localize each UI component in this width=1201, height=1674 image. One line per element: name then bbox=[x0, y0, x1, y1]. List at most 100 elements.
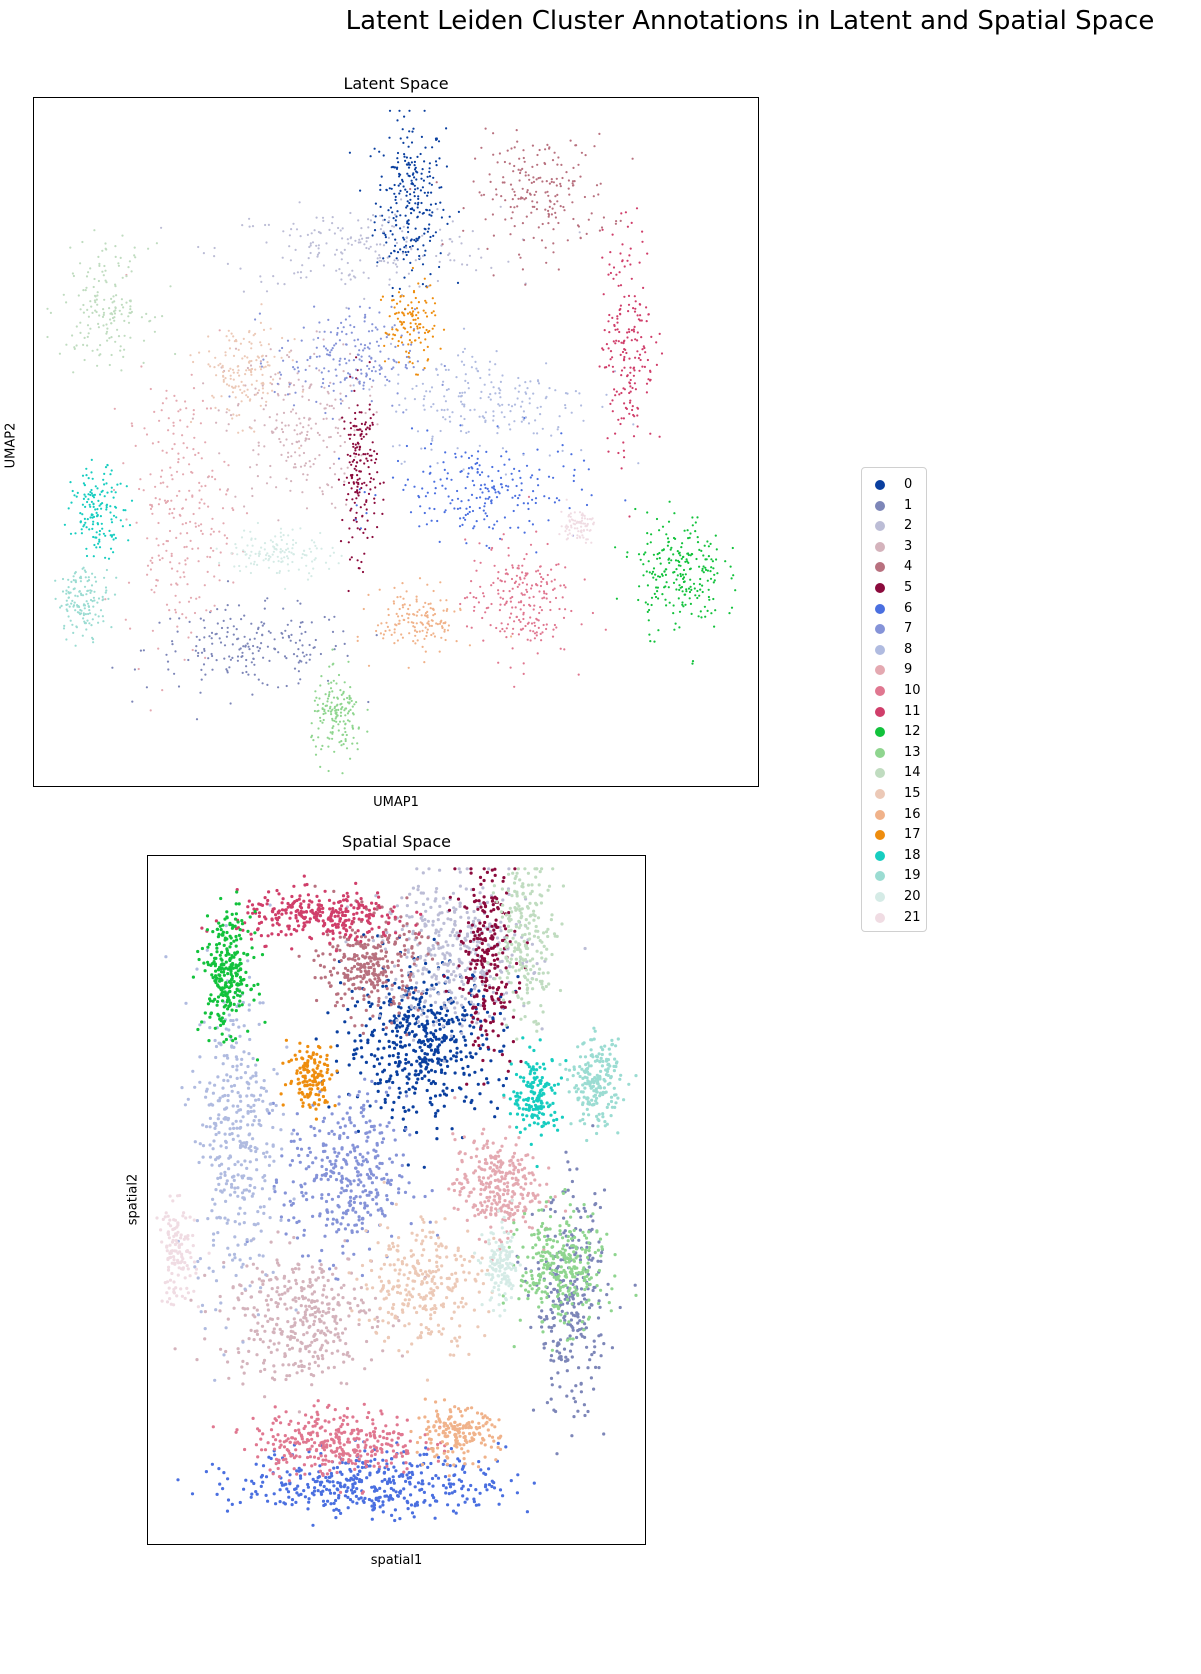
data-point bbox=[570, 526, 573, 529]
data-point bbox=[373, 1082, 377, 1086]
data-point bbox=[396, 317, 399, 320]
data-point bbox=[398, 1091, 402, 1095]
data-point bbox=[402, 597, 405, 600]
data-point bbox=[114, 491, 117, 494]
data-point bbox=[462, 1035, 466, 1039]
data-point bbox=[104, 242, 107, 245]
data-point bbox=[227, 329, 230, 332]
data-point bbox=[408, 285, 411, 288]
data-point bbox=[386, 378, 389, 381]
data-point bbox=[524, 381, 527, 384]
data-point bbox=[592, 1387, 596, 1391]
data-point bbox=[305, 507, 309, 510]
data-point bbox=[549, 600, 552, 604]
data-point bbox=[348, 315, 351, 318]
data-point bbox=[449, 502, 452, 505]
data-point bbox=[357, 241, 360, 244]
data-point bbox=[585, 538, 588, 541]
data-point bbox=[410, 179, 413, 182]
data-point bbox=[361, 570, 365, 574]
data-point bbox=[340, 740, 343, 743]
data-point bbox=[563, 1297, 567, 1301]
data-point bbox=[601, 256, 604, 259]
data-point bbox=[98, 540, 101, 543]
data-point bbox=[401, 178, 404, 181]
data-point bbox=[344, 723, 347, 726]
data-point bbox=[439, 599, 442, 602]
data-point bbox=[550, 1311, 555, 1315]
data-point bbox=[399, 173, 402, 176]
data-point bbox=[395, 1034, 399, 1038]
data-point bbox=[632, 328, 635, 331]
data-point bbox=[424, 249, 427, 252]
data-point bbox=[497, 589, 500, 592]
data-point bbox=[642, 286, 645, 289]
data-point bbox=[536, 201, 539, 204]
data-point bbox=[286, 563, 289, 566]
data-point bbox=[183, 546, 186, 549]
data-point bbox=[530, 211, 533, 214]
data-point bbox=[485, 544, 488, 547]
data-point bbox=[433, 1114, 437, 1118]
data-point bbox=[382, 637, 385, 640]
data-point bbox=[340, 554, 343, 558]
data-point bbox=[239, 342, 242, 345]
data-point bbox=[710, 612, 713, 615]
data-point bbox=[303, 655, 306, 658]
data-point bbox=[618, 271, 621, 274]
data-point bbox=[363, 381, 366, 384]
data-point bbox=[172, 432, 175, 435]
data-point bbox=[628, 254, 631, 257]
data-point bbox=[416, 1015, 420, 1019]
spatial-scatter-points bbox=[155, 867, 638, 1527]
data-point bbox=[276, 413, 279, 416]
data-point bbox=[405, 1026, 409, 1030]
data-point bbox=[174, 608, 177, 611]
data-point bbox=[646, 252, 649, 255]
data-point bbox=[79, 511, 82, 515]
data-point bbox=[384, 375, 387, 378]
data-point bbox=[392, 602, 396, 605]
data-point bbox=[231, 507, 234, 510]
data-point bbox=[165, 653, 168, 656]
data-point bbox=[614, 432, 617, 435]
data-point bbox=[393, 306, 396, 309]
data-point bbox=[426, 429, 429, 432]
data-point bbox=[681, 573, 685, 576]
data-point bbox=[171, 643, 174, 646]
data-point bbox=[703, 605, 707, 608]
data-point bbox=[637, 357, 641, 360]
data-point bbox=[510, 612, 513, 615]
data-point bbox=[463, 417, 466, 421]
data-point bbox=[359, 241, 362, 244]
data-point bbox=[535, 190, 538, 193]
data-point bbox=[503, 580, 507, 583]
data-point bbox=[110, 353, 113, 357]
data-point bbox=[520, 482, 523, 485]
data-point bbox=[324, 693, 327, 696]
data-point bbox=[478, 191, 481, 194]
data-point bbox=[316, 255, 319, 258]
data-point bbox=[485, 607, 488, 610]
data-point bbox=[546, 1234, 550, 1238]
data-point bbox=[474, 360, 477, 363]
data-point bbox=[677, 564, 681, 567]
data-point bbox=[397, 291, 401, 294]
data-point bbox=[197, 560, 200, 563]
data-point bbox=[417, 336, 421, 339]
cluster-3-points bbox=[191, 330, 379, 522]
data-point bbox=[556, 428, 559, 431]
data-point bbox=[356, 489, 359, 492]
data-point bbox=[85, 467, 88, 470]
data-point bbox=[130, 499, 134, 502]
data-point bbox=[430, 448, 433, 451]
data-point bbox=[195, 635, 198, 638]
data-point bbox=[185, 616, 188, 619]
data-point bbox=[298, 625, 302, 629]
data-point bbox=[395, 223, 398, 227]
data-point bbox=[553, 578, 556, 581]
data-point bbox=[462, 350, 465, 354]
data-point bbox=[189, 596, 193, 599]
data-point bbox=[227, 464, 230, 467]
data-point bbox=[296, 372, 299, 375]
